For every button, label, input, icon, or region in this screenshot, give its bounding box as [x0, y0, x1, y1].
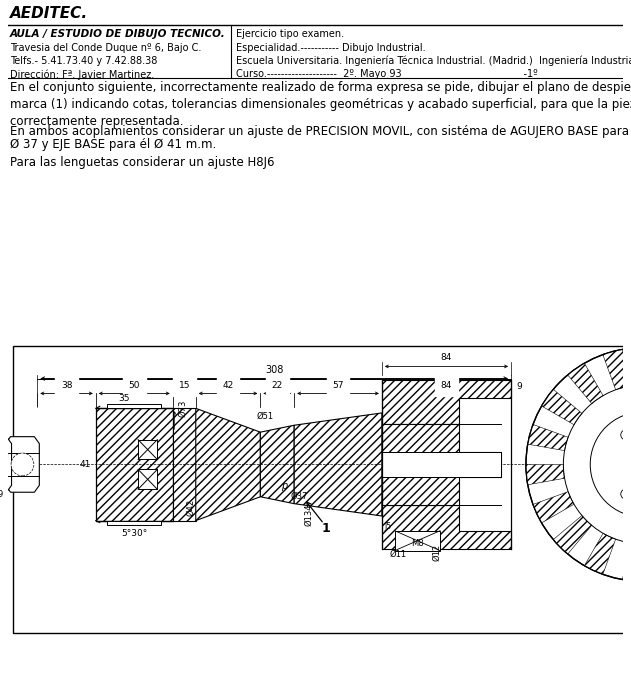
Circle shape — [0, 453, 6, 476]
Wedge shape — [533, 492, 574, 523]
Text: Ø 37 y EJE BASE para él Ø 41 m.m.: Ø 37 y EJE BASE para él Ø 41 m.m. — [9, 139, 216, 151]
Text: Ø37: Ø37 — [290, 492, 308, 501]
Text: Ø134: Ø134 — [305, 503, 314, 526]
Polygon shape — [0, 437, 11, 492]
Text: 41: 41 — [80, 460, 91, 469]
Polygon shape — [261, 425, 294, 503]
Text: Ø69: Ø69 — [0, 490, 3, 499]
Polygon shape — [6, 437, 39, 492]
Text: Ø11: Ø11 — [389, 550, 406, 559]
Text: Ø12: Ø12 — [432, 543, 442, 561]
Text: 9: 9 — [516, 382, 522, 391]
Wedge shape — [603, 349, 629, 390]
Wedge shape — [584, 533, 616, 574]
Polygon shape — [294, 413, 382, 516]
Text: 22: 22 — [272, 382, 283, 390]
Text: Telfs.- 5.41.73.40 y 7.42.88.38: Telfs.- 5.41.73.40 y 7.42.88.38 — [9, 56, 157, 66]
Polygon shape — [382, 505, 511, 548]
Wedge shape — [526, 464, 565, 485]
Polygon shape — [382, 380, 511, 423]
Bar — [395, 531, 440, 551]
Text: Curso.--------------------  2º. Mayo 93                                       -1: Curso.-------------------- 2º. Mayo 93 -… — [236, 69, 538, 79]
Text: Travesia del Conde Duque nº 6, Bajo C.: Travesia del Conde Duque nº 6, Bajo C. — [9, 42, 201, 52]
Circle shape — [590, 412, 631, 517]
Bar — [138, 439, 157, 460]
Text: En ambos acoplamientos considerar un ajuste de PRECISION MOVIL, con sistéma de A: En ambos acoplamientos considerar un aju… — [9, 125, 631, 138]
Wedge shape — [528, 425, 568, 451]
Text: 5°30°: 5°30° — [121, 530, 148, 538]
Wedge shape — [541, 389, 582, 425]
Text: 84: 84 — [441, 353, 452, 363]
Text: 57: 57 — [333, 382, 344, 390]
Text: Escuela Universitaria. Ingeniería Técnica Industrial. (Madrid.)  Ingeniería Indu: Escuela Universitaria. Ingeniería Técnic… — [236, 56, 631, 67]
Text: 42: 42 — [223, 382, 233, 390]
Polygon shape — [382, 423, 501, 505]
Wedge shape — [553, 516, 592, 554]
Text: AULA / ESTUDIO DE DIBUJO TECNICO.: AULA / ESTUDIO DE DIBUJO TECNICO. — [9, 29, 225, 39]
Wedge shape — [568, 363, 603, 404]
Text: AEDITEC.: AEDITEC. — [9, 7, 88, 22]
Bar — [107, 521, 161, 524]
Text: En el conjunto siguiente, incorrectamente realizado de forma expresa se pide, di: En el conjunto siguiente, incorrectament… — [9, 81, 631, 128]
Bar — [96, 409, 173, 521]
Text: p: p — [281, 481, 287, 491]
Bar — [382, 452, 501, 477]
Text: 15: 15 — [179, 382, 190, 390]
Circle shape — [630, 452, 631, 477]
Text: M8: M8 — [411, 538, 423, 548]
Wedge shape — [623, 542, 631, 581]
Text: Ejercicio tipo examen.: Ejercicio tipo examen. — [236, 29, 344, 39]
Text: 35: 35 — [119, 394, 130, 403]
Text: Ø51: Ø51 — [257, 413, 274, 421]
Text: Ø73: Ø73 — [179, 400, 187, 417]
Bar — [13, 345, 631, 633]
Text: Dirección: Fª. Javier Martinez.: Dirección: Fª. Javier Martinez. — [9, 69, 154, 80]
Circle shape — [526, 347, 631, 581]
Text: J5: J5 — [385, 522, 392, 531]
Text: 1: 1 — [322, 522, 330, 535]
Bar — [138, 470, 157, 489]
Text: Para las lenguetas considerar un ajuste H8J6: Para las lenguetas considerar un ajuste … — [9, 156, 274, 169]
Circle shape — [621, 489, 631, 499]
Bar — [173, 409, 196, 521]
Text: 38: 38 — [61, 382, 73, 390]
Text: 84: 84 — [441, 382, 452, 390]
Bar — [107, 404, 161, 409]
Circle shape — [11, 453, 34, 476]
Polygon shape — [196, 409, 261, 521]
Circle shape — [621, 430, 631, 440]
Text: 50: 50 — [129, 382, 140, 390]
Text: Ø42: Ø42 — [187, 499, 196, 516]
Text: Especialidad.----------- Dibujo Industrial.: Especialidad.----------- Dibujo Industri… — [236, 42, 425, 52]
Text: 308: 308 — [265, 365, 283, 375]
